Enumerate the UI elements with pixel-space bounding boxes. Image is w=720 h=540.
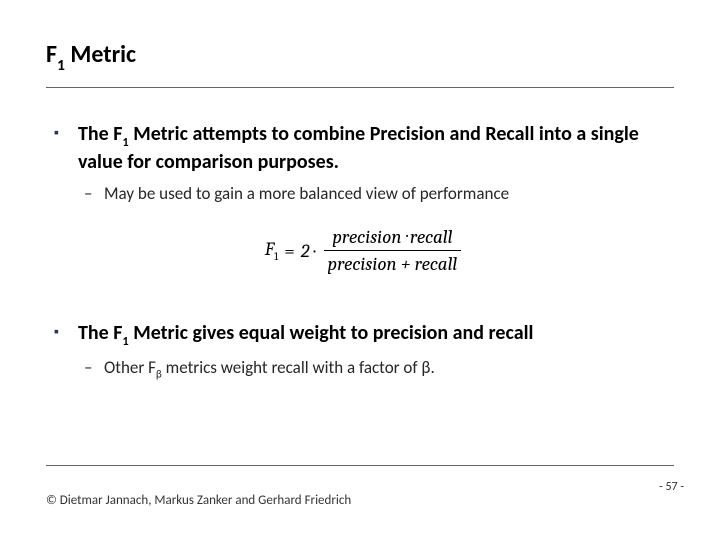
sub-bullet-list: May be used to gain a more balanced view… bbox=[78, 183, 674, 204]
sub-bullet-list: Other Fβ metrics weight recall with a fa… bbox=[78, 357, 674, 380]
fraction-denominator: precision + recall bbox=[324, 253, 462, 275]
content-area: The F1 Metric attempts to combine Precis… bbox=[46, 122, 674, 381]
page-number: - 57 - bbox=[659, 480, 684, 494]
copyright-text: © Dietmar Jannach, Markus Zanker and Ger… bbox=[46, 493, 351, 508]
bullet-item: The F1 Metric attempts to combine Precis… bbox=[52, 122, 674, 204]
equals-sign: = bbox=[284, 240, 295, 262]
sub-bullet-item: Other Fβ metrics weight recall with a fa… bbox=[78, 357, 674, 380]
bullet-list: The F1 Metric gives equal weight to prec… bbox=[52, 321, 674, 380]
slide-title: F1 Metric bbox=[46, 40, 674, 83]
bullet-text: The F1 Metric attempts to combine Precis… bbox=[78, 122, 674, 175]
formula-lhs: F1 bbox=[265, 238, 279, 263]
slide: F1 Metric The F1 Metric attempts to comb… bbox=[0, 0, 720, 540]
mult-dot: · bbox=[314, 240, 316, 262]
formula-block: F1 = 2 · precision · recall precision + … bbox=[52, 226, 674, 275]
formula-coef: 2 bbox=[301, 240, 310, 262]
sub-bullet-item: May be used to gain a more balanced view… bbox=[78, 183, 674, 204]
fraction: precision · recall precision + recall bbox=[324, 226, 462, 275]
formula: F1 = 2 · precision · recall precision + … bbox=[265, 226, 462, 275]
bullet-item: The F1 Metric gives equal weight to prec… bbox=[52, 321, 674, 380]
title-rule bbox=[46, 87, 674, 88]
bullet-text: The F1 Metric gives equal weight to prec… bbox=[78, 321, 674, 349]
footer-rule bbox=[46, 465, 674, 466]
fraction-numerator: precision · recall bbox=[328, 226, 456, 248]
bullet-list: The F1 Metric attempts to combine Precis… bbox=[52, 122, 674, 204]
fraction-bar bbox=[324, 250, 462, 251]
